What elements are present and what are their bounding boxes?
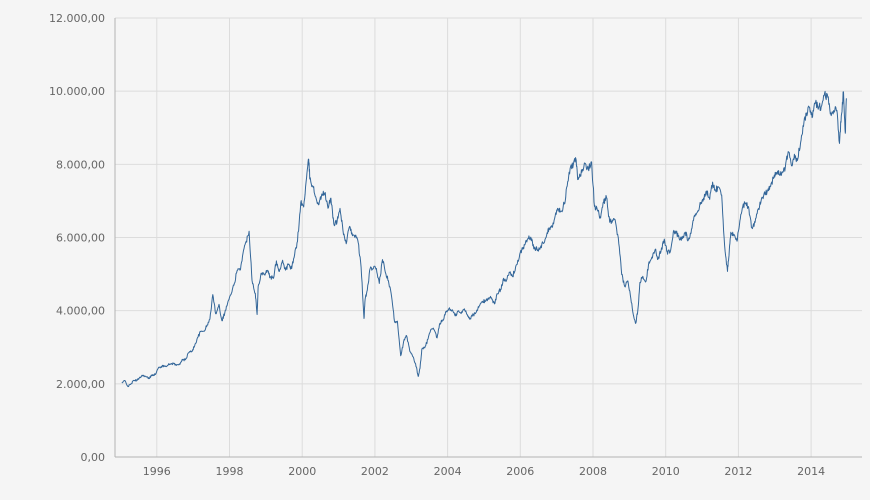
x-axis-tick-label: 2002 — [361, 465, 389, 478]
y-axis-tick-label: 4.000,00 — [56, 305, 105, 318]
y-axis-tick-label: 2.000,00 — [56, 378, 105, 391]
y-axis-tick-label: 10.000,00 — [49, 85, 105, 98]
x-axis-tick-label: 2010 — [652, 465, 680, 478]
y-axis-tick-label: 8.000,00 — [56, 158, 105, 171]
series-line-index-level — [121, 90, 847, 388]
x-axis-tick-label: 2000 — [288, 465, 316, 478]
x-axis-tick-label: 2004 — [434, 465, 462, 478]
x-axis-tick-label: 2012 — [724, 465, 752, 478]
x-axis-tick-label: 1996 — [143, 465, 171, 478]
y-axis-tick-label: 6.000,00 — [56, 232, 105, 245]
y-axis-tick-label: 12.000,00 — [49, 12, 105, 25]
x-axis-tick-label: 2008 — [579, 465, 607, 478]
x-axis-tick-label: 2006 — [506, 465, 534, 478]
x-axis-tick-label: 1998 — [216, 465, 244, 478]
x-axis-tick-label: 2014 — [797, 465, 825, 478]
y-axis-tick-label: 0,00 — [81, 451, 106, 464]
